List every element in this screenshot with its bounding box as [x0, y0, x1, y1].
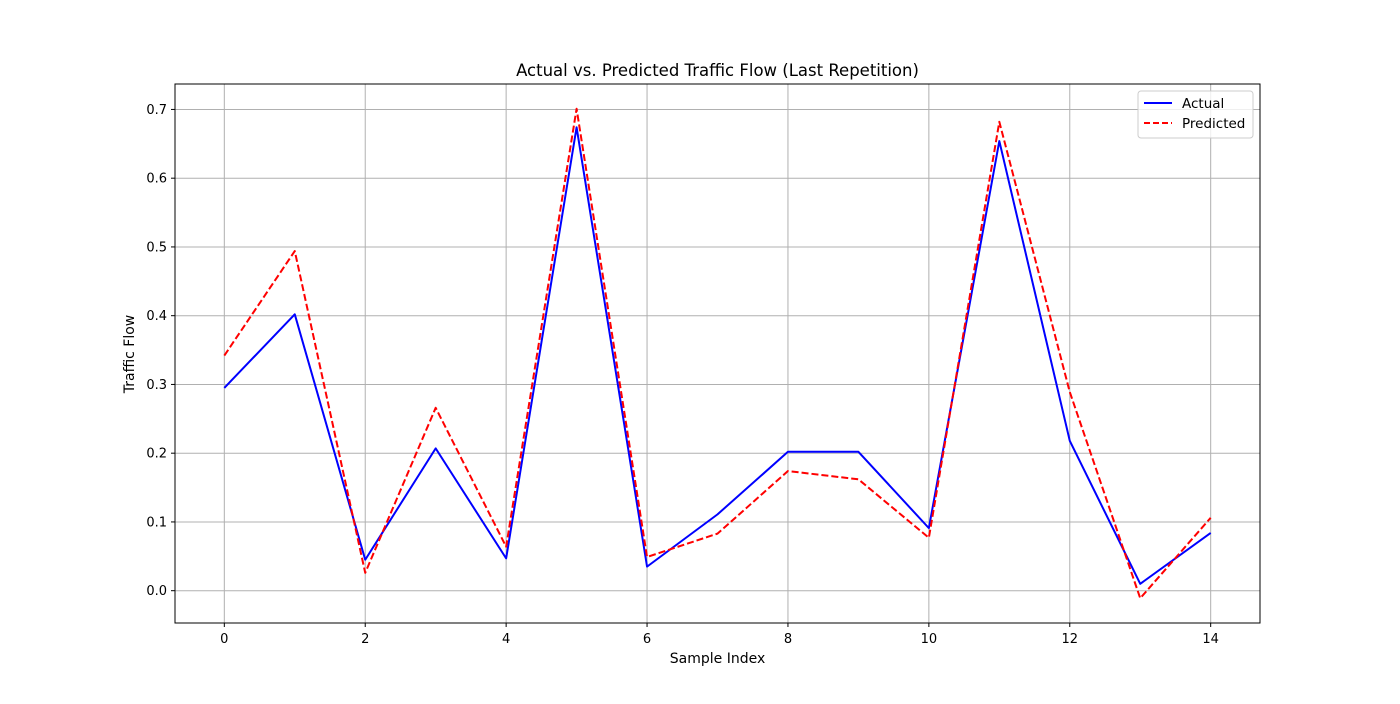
grid-lines: [175, 84, 1260, 623]
x-tick-label: 4: [502, 632, 510, 647]
axis-ticks: 0 2 4 6 8 10 12 14 0.0 0.1 0.2 0.3 0.4 0.5 0.6 0.7: [146, 103, 1219, 647]
y-tick-label: 0.7: [146, 103, 167, 118]
y-tick-label: 0.1: [146, 515, 167, 530]
x-axis-label: Sample Index: [670, 651, 765, 667]
x-tick-label: 10: [921, 632, 938, 647]
y-tick-label: 0.6: [146, 172, 167, 187]
x-tick-label: 6: [643, 632, 651, 647]
y-tick-label: 0.4: [146, 309, 167, 324]
y-tick-label: 0.5: [146, 240, 167, 255]
legend-label-actual: Actual: [1182, 96, 1224, 112]
x-tick-label: 12: [1061, 632, 1078, 647]
x-tick-label: 8: [784, 632, 792, 647]
y-tick-label: 0.3: [146, 378, 167, 393]
legend-label-predicted: Predicted: [1182, 116, 1245, 132]
plot-frame: [174, 83, 1261, 624]
series-line-actual: [223, 126, 1212, 585]
y-tick-label: 0.0: [146, 584, 167, 599]
x-tick-label: 2: [361, 632, 369, 647]
chart-title: Actual vs. Predicted Traffic Flow (Last …: [516, 61, 919, 80]
legend: Actual Predicted: [1137, 90, 1254, 139]
y-tick-label: 0.2: [146, 447, 167, 462]
x-tick-label: 14: [1202, 632, 1219, 647]
x-tick-label: 0: [220, 632, 228, 647]
y-axis-label: Traffic Flow: [122, 315, 138, 394]
series-lines: [223, 107, 1212, 600]
series-line-predicted: [223, 107, 1212, 600]
